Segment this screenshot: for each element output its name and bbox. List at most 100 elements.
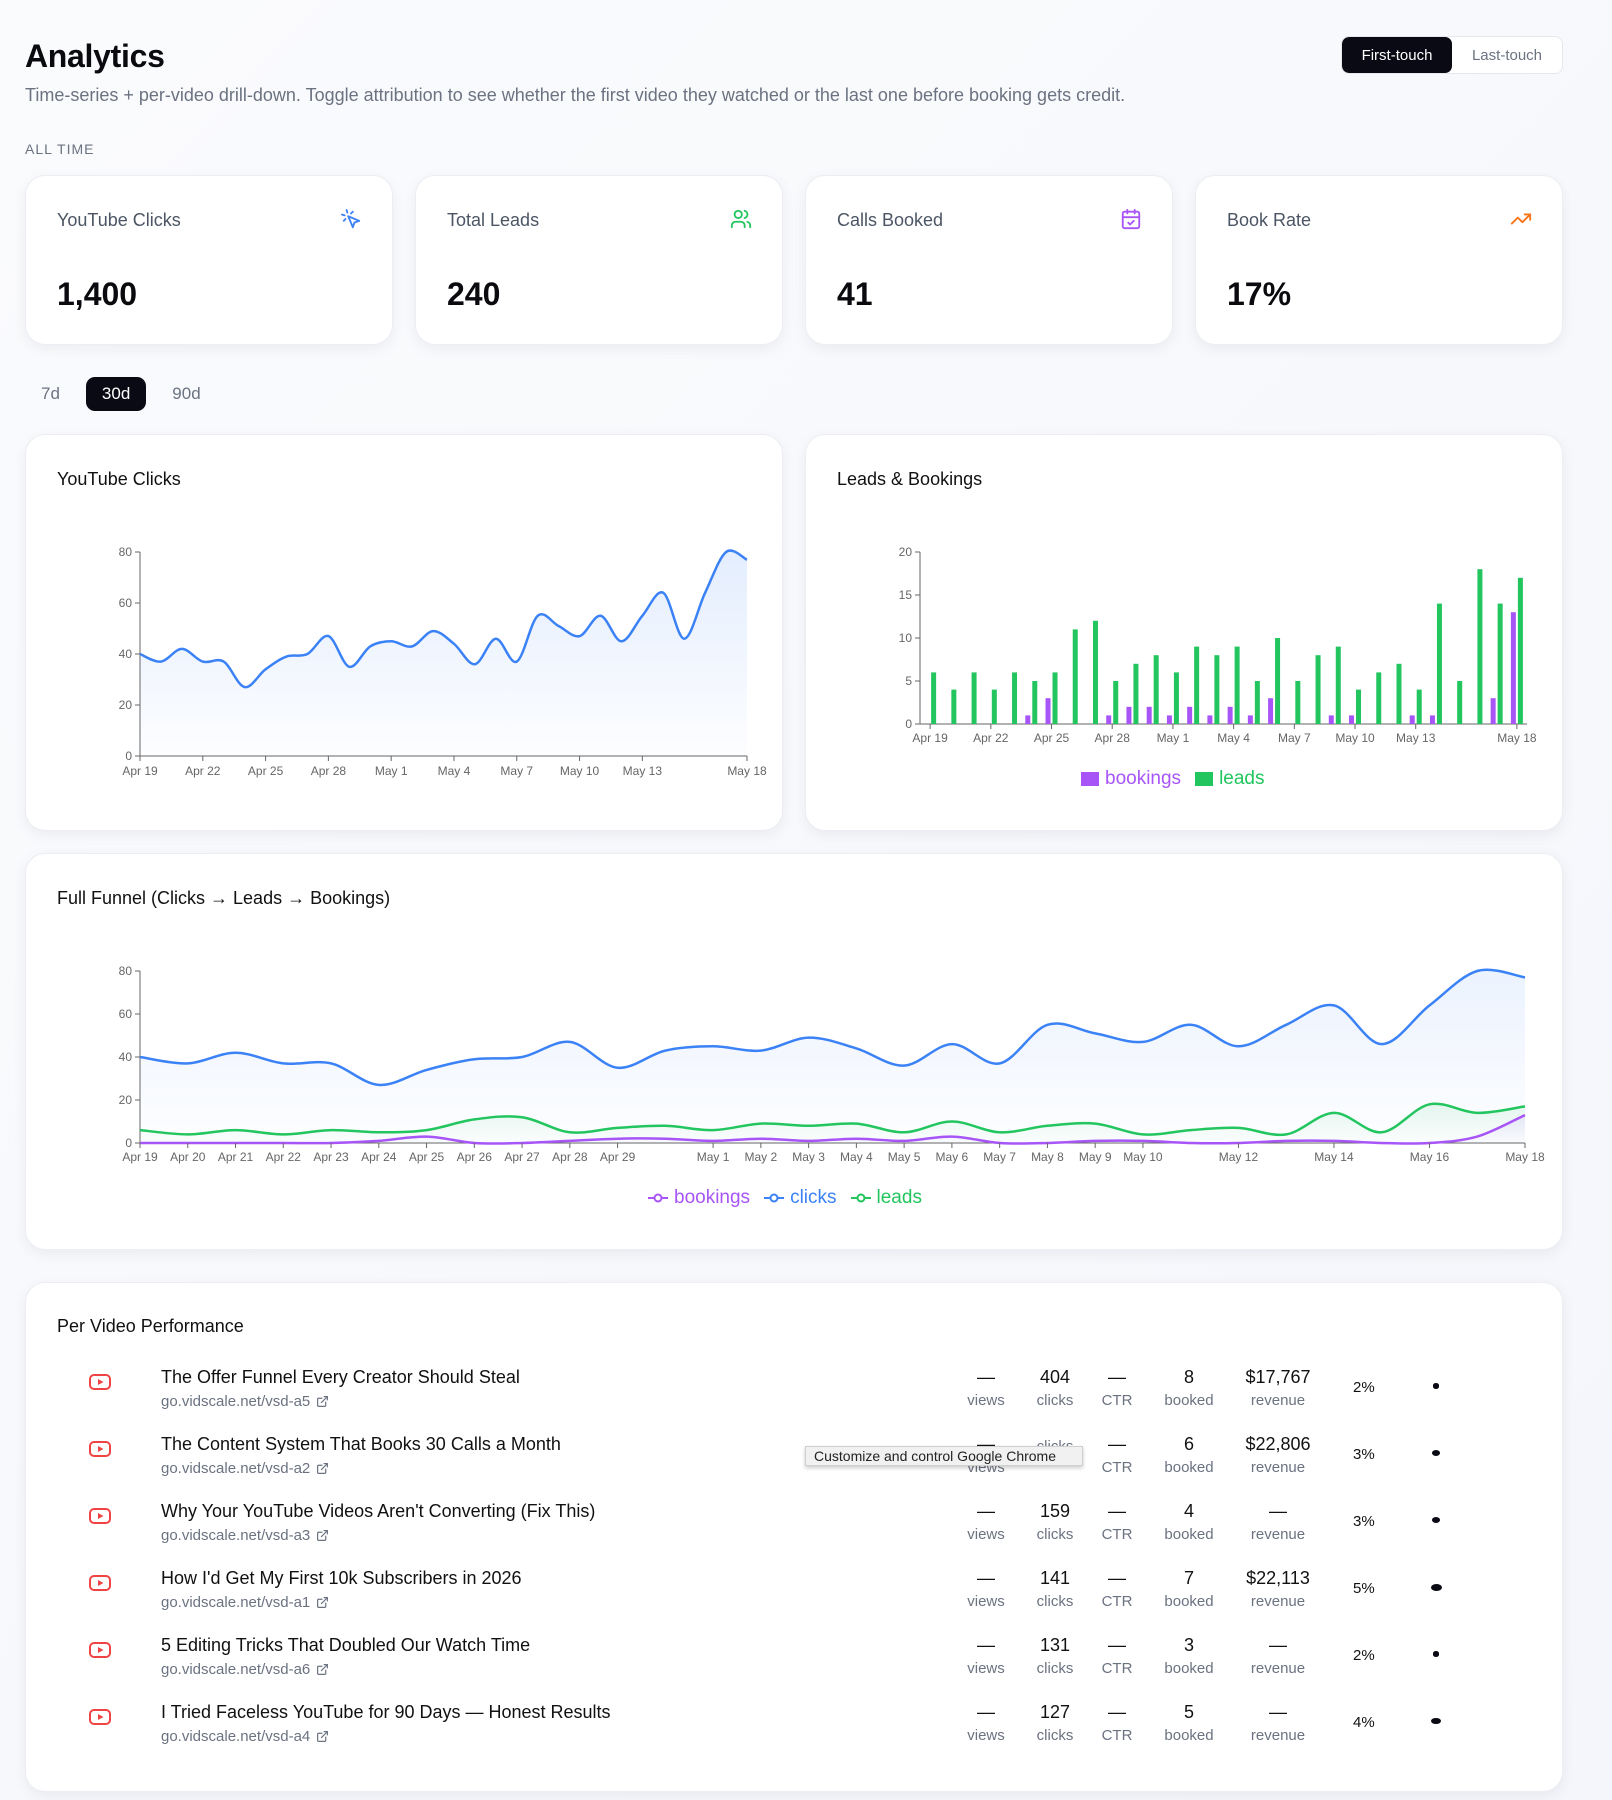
metric-clicks: 404 clicks xyxy=(1005,1367,1105,1409)
leads-bar xyxy=(1517,577,1523,724)
bookings-bar xyxy=(1490,698,1496,724)
rate-indicator-dot xyxy=(1430,1583,1442,1591)
bookings-bar xyxy=(1207,715,1213,724)
metric-label: revenue xyxy=(1250,1593,1306,1610)
video-row[interactable]: I Tried Faceless YouTube for 90 Days — H… xyxy=(26,1689,1562,1755)
leads-bar xyxy=(1254,681,1260,724)
range-tab-30d[interactable]: 30d xyxy=(85,377,147,411)
legend-item-leads[interactable]: leads xyxy=(1195,768,1264,790)
metric-value: — xyxy=(1108,1568,1126,1588)
metric-label: clicks xyxy=(1036,1727,1074,1744)
external-link-icon xyxy=(317,1731,329,1742)
leads-bar xyxy=(1497,603,1503,724)
video-link[interactable]: go.vidscale.net/vsd-a1 xyxy=(161,1594,329,1611)
leads-bar xyxy=(1477,569,1483,724)
first-touch-button[interactable]: First-touch xyxy=(1342,37,1452,73)
metric-label: CTR xyxy=(1101,1392,1133,1409)
metric-value: 6 xyxy=(1183,1434,1194,1454)
stat-value: 41 xyxy=(837,276,873,312)
legend-item-leads[interactable]: leads xyxy=(850,1187,922,1209)
video-row[interactable]: The Offer Funnel Every Creator Should St… xyxy=(26,1354,1562,1420)
legend-item-bookings[interactable]: bookings xyxy=(648,1187,750,1209)
youtube-icon xyxy=(89,1374,111,1390)
metric-ctr: — CTR xyxy=(1067,1501,1167,1543)
video-row[interactable]: The Content System That Books 30 Calls a… xyxy=(26,1421,1562,1487)
metric-value: 5 xyxy=(1183,1702,1194,1722)
y-tick-label: 80 xyxy=(119,545,133,559)
video-row[interactable]: How I'd Get My First 10k Subscribers in … xyxy=(26,1555,1562,1621)
video-link[interactable]: go.vidscale.net/vsd-a6 xyxy=(161,1661,329,1678)
range-tabs: 7d 30d 90d xyxy=(25,377,217,411)
range-tab-90d[interactable]: 90d xyxy=(172,384,201,403)
video-title[interactable]: The Content System That Books 30 Calls a… xyxy=(161,1434,561,1454)
metric-label: CTR xyxy=(1101,1660,1133,1677)
metric-ctr: — CTR xyxy=(1067,1635,1167,1677)
metric-label: booked xyxy=(1164,1660,1214,1677)
x-tick-label: May 18 xyxy=(1505,1150,1545,1164)
leads-bar xyxy=(1457,681,1463,724)
youtube-clicks-chart-card: YouTube Clicks 0 20 40 60 80 Apr 19 Apr 22 Apr … xyxy=(25,434,783,831)
video-link[interactable]: go.vidscale.net/vsd-a3 xyxy=(161,1527,329,1544)
metric-label: clicks xyxy=(1036,1593,1074,1610)
leads-bar xyxy=(1356,689,1362,724)
leads-bar xyxy=(1113,681,1119,724)
x-tick-label: May 8 xyxy=(1031,1150,1064,1164)
y-tick-label: 80 xyxy=(119,964,133,978)
stat-value: 1,400 xyxy=(57,276,138,312)
metric-value: — xyxy=(1108,1434,1126,1454)
leads-bar xyxy=(1032,681,1038,724)
metric-booked: 6 booked xyxy=(1139,1434,1239,1476)
video-title[interactable]: 5 Editing Tricks That Doubled Our Watch … xyxy=(161,1635,531,1655)
bookings-bar xyxy=(1126,706,1132,724)
clicks-line xyxy=(139,968,1526,1087)
metric-label: CTR xyxy=(1101,1526,1133,1543)
video-title[interactable]: Why Your YouTube Videos Aren't Convertin… xyxy=(161,1501,596,1521)
x-tick-label: May 12 xyxy=(1219,1150,1259,1164)
leads-bar xyxy=(971,672,977,724)
video-title[interactable]: How I'd Get My First 10k Subscribers in … xyxy=(161,1568,522,1588)
leads-bar xyxy=(1295,681,1301,724)
metric-revenue: $22,113 revenue xyxy=(1228,1568,1328,1610)
legend-label: clicks xyxy=(790,1187,837,1208)
legend-label: leads xyxy=(1219,768,1265,789)
youtube-icon xyxy=(89,1642,111,1658)
users-icon xyxy=(730,209,752,229)
x-tick-label: Apr 24 xyxy=(361,1150,397,1164)
stat-value: 17% xyxy=(1227,276,1292,312)
video-title[interactable]: The Offer Funnel Every Creator Should St… xyxy=(161,1367,520,1387)
video-row[interactable]: 5 Editing Tricks That Doubled Our Watch … xyxy=(26,1622,1562,1688)
legend-item-clicks[interactable]: clicks xyxy=(764,1187,837,1209)
rate-indicator-dot xyxy=(1431,1450,1441,1456)
metric-views: — views xyxy=(936,1367,1036,1409)
metric-revenue: — revenue xyxy=(1228,1501,1328,1543)
bookings-bar xyxy=(1429,715,1435,724)
metric-value: — xyxy=(977,1702,995,1722)
video-url: go.vidscale.net/vsd-a3 xyxy=(161,1527,311,1544)
book-rate: 5% xyxy=(1353,1580,1375,1597)
last-touch-button[interactable]: Last-touch xyxy=(1471,46,1543,64)
legend-item-bookings[interactable]: bookings xyxy=(1081,768,1181,790)
range-tab-7d[interactable]: 7d xyxy=(41,384,60,403)
video-link[interactable]: go.vidscale.net/vsd-a5 xyxy=(161,1393,329,1410)
metric-revenue: $17,767 revenue xyxy=(1228,1367,1328,1409)
external-link-icon xyxy=(317,1664,329,1675)
trending-up-icon xyxy=(1510,213,1532,225)
section-label: ALL TIME xyxy=(25,141,95,157)
video-link[interactable]: go.vidscale.net/vsd-a2 xyxy=(161,1460,329,1477)
leads-bar xyxy=(1052,672,1058,724)
video-url: go.vidscale.net/vsd-a6 xyxy=(161,1661,311,1678)
leads-bar xyxy=(1133,663,1139,724)
video-link[interactable]: go.vidscale.net/vsd-a4 xyxy=(161,1728,329,1745)
x-tick-label: Apr 21 xyxy=(218,1150,254,1164)
bookings-line xyxy=(140,1113,1526,1145)
bookings-bar xyxy=(1247,715,1253,724)
video-row[interactable]: Why Your YouTube Videos Aren't Convertin… xyxy=(26,1488,1562,1554)
leads-bar xyxy=(1153,655,1159,724)
bookings-bar xyxy=(1025,715,1031,724)
video-title[interactable]: I Tried Faceless YouTube for 90 Days — H… xyxy=(161,1702,611,1722)
metric-value: — xyxy=(1108,1702,1126,1722)
book-rate: 2% xyxy=(1353,1647,1375,1664)
metric-views: — views xyxy=(936,1635,1036,1677)
bookings-bar xyxy=(1187,706,1193,724)
legend-label: bookings xyxy=(1105,768,1182,789)
